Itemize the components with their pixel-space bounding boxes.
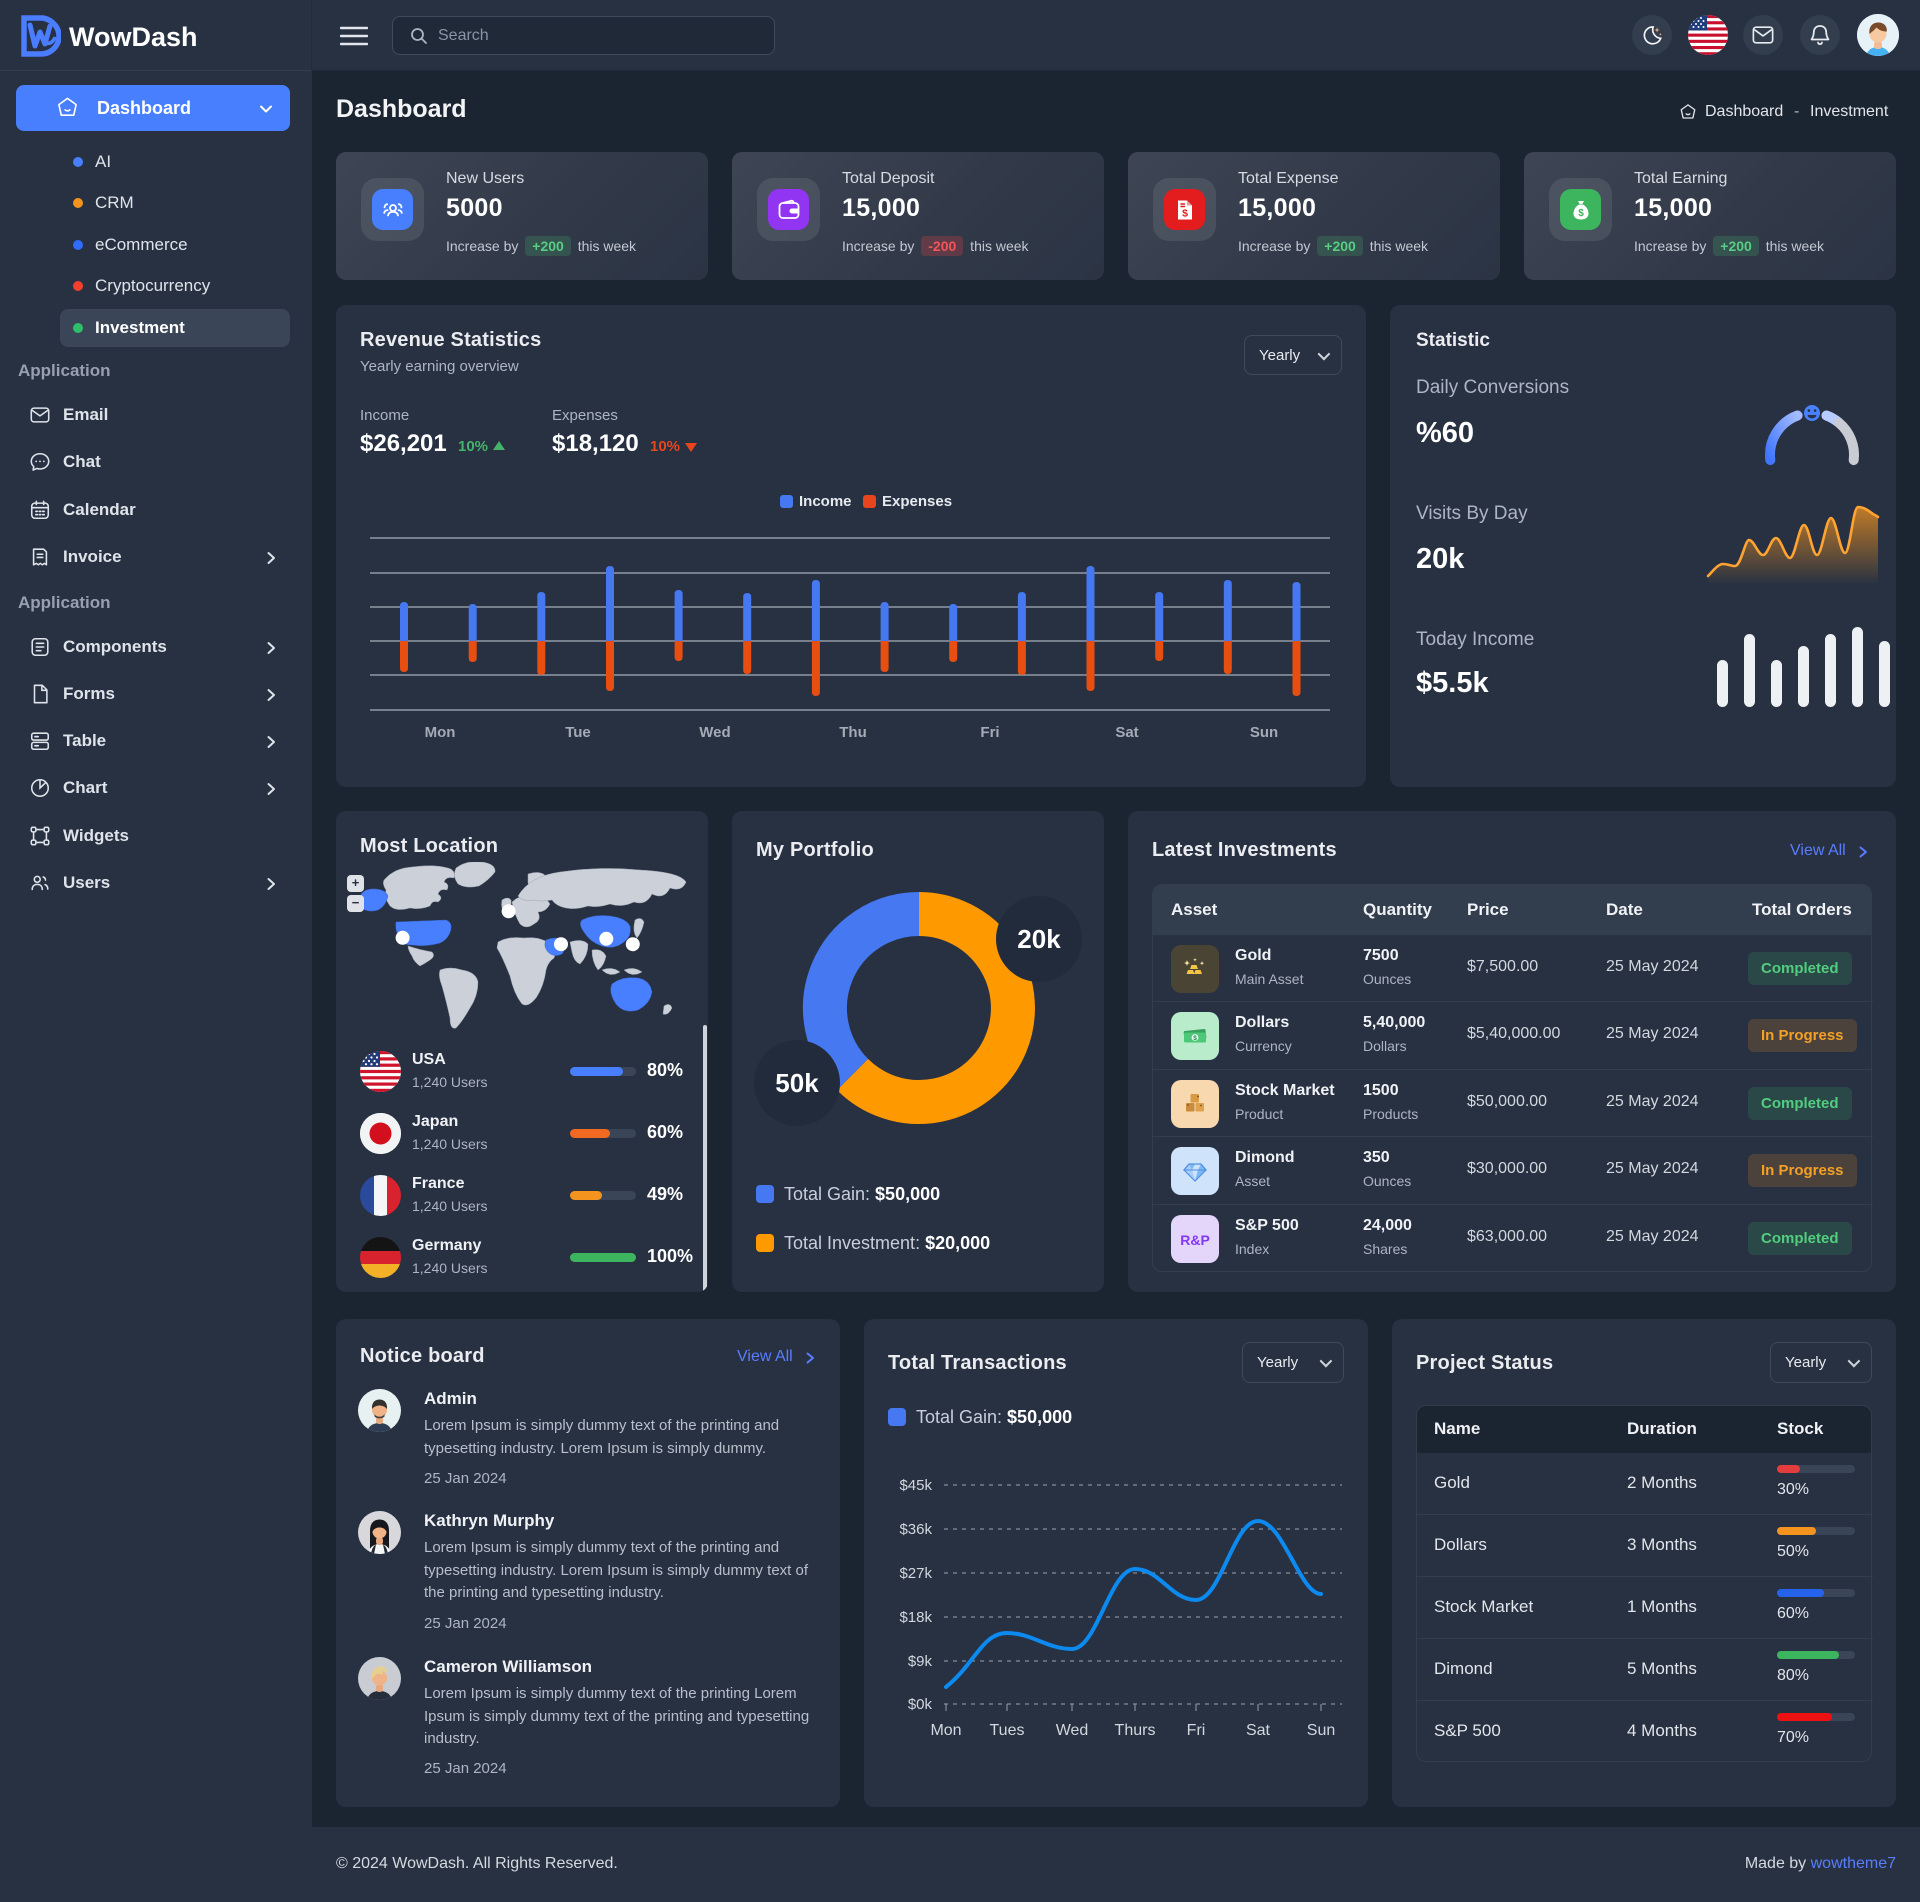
svg-text:Mon: Mon	[930, 1722, 961, 1739]
svg-text:50k: 50k	[775, 1068, 819, 1098]
svg-text:Tues: Tues	[990, 1722, 1025, 1739]
svg-text:Sun: Sun	[1307, 1722, 1335, 1739]
svg-text:Fri: Fri	[1187, 1722, 1206, 1739]
svg-text:R&P: R&P	[1180, 1232, 1210, 1248]
svg-text:Tue: Tue	[565, 724, 591, 741]
svg-text:Wed: Wed	[699, 724, 730, 741]
svg-text:20k: 20k	[1017, 924, 1061, 954]
svg-text:Sun: Sun	[1250, 724, 1278, 741]
svg-text:$0k: $0k	[908, 1696, 933, 1713]
svg-text:$27k: $27k	[899, 1565, 932, 1582]
svg-text:$9k: $9k	[908, 1653, 933, 1670]
svg-text:$45k: $45k	[899, 1477, 932, 1494]
svg-text:Wed: Wed	[1056, 1722, 1089, 1739]
svg-text:Fri: Fri	[980, 724, 999, 741]
svg-text:Sat: Sat	[1246, 1722, 1271, 1739]
svg-text:$36k: $36k	[899, 1521, 932, 1538]
svg-text:Thu: Thu	[839, 724, 867, 741]
svg-text:Thurs: Thurs	[1115, 1722, 1156, 1739]
svg-text:$: $	[1182, 207, 1188, 219]
svg-text:$: $	[1193, 1035, 1197, 1042]
svg-text:$: $	[1578, 208, 1584, 219]
svg-text:Sat: Sat	[1115, 724, 1138, 741]
svg-text:Mon: Mon	[425, 724, 456, 741]
svg-text:$18k: $18k	[899, 1609, 932, 1626]
